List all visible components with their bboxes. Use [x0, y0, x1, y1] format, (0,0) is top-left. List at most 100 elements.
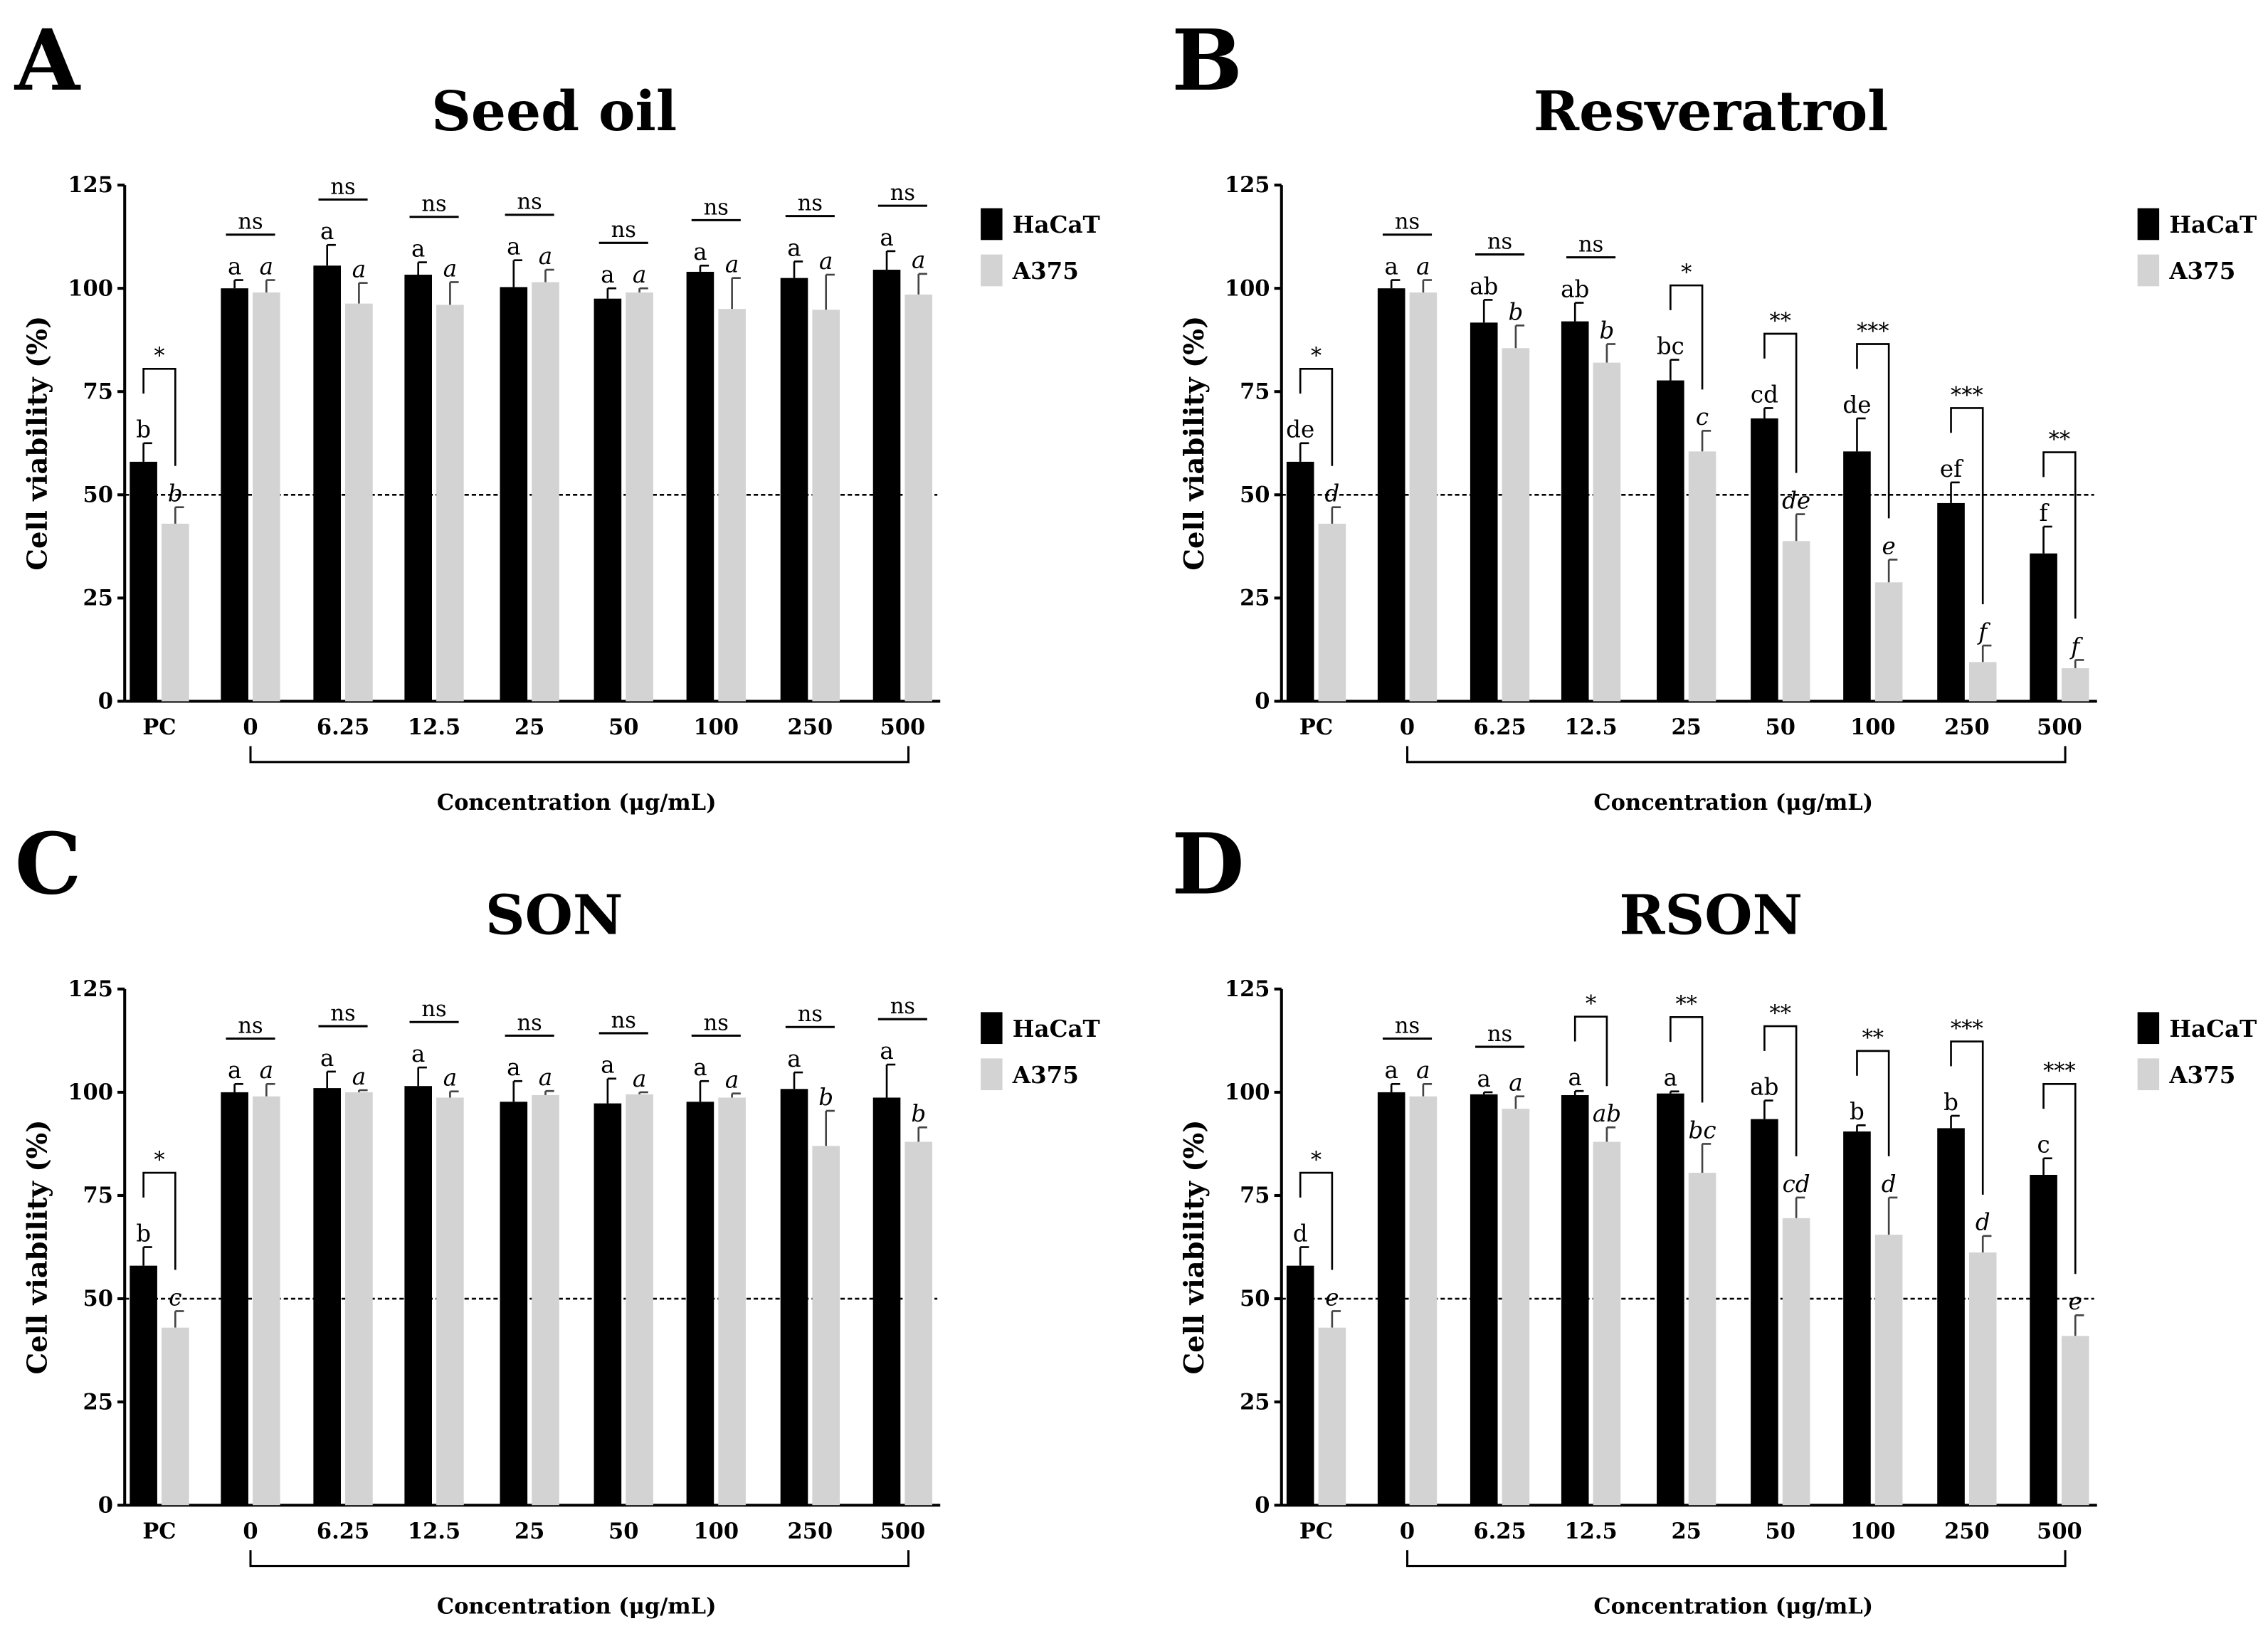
legend-label: A375	[2168, 1061, 2235, 1089]
bar-a375	[2061, 1336, 2089, 1506]
group-letter: a	[320, 218, 334, 245]
significance-label: **	[2049, 427, 2070, 452]
bar-a375	[904, 294, 933, 702]
legend-swatch-a375	[981, 1058, 1003, 1091]
bar-a375	[253, 1096, 280, 1506]
group-letter: a	[260, 253, 273, 280]
bar-hacat	[221, 1092, 248, 1506]
x-tick-label: 100	[693, 1519, 739, 1544]
significance-bracket	[1670, 284, 1704, 390]
x-tick-label: 500	[2037, 1519, 2082, 1544]
x-tick-label: 25	[1671, 1519, 1701, 1544]
bar-a375	[1593, 362, 1621, 702]
significance-bracket	[1573, 1015, 1608, 1087]
bar-hacat	[594, 298, 622, 702]
group-letter: a	[880, 224, 893, 251]
x-tick-label: 100	[1850, 1519, 1896, 1544]
bar-a375	[1593, 1141, 1621, 1506]
group-letter: a	[1416, 253, 1430, 280]
bar-hacat	[1561, 321, 1589, 702]
group-letter: a	[1384, 1057, 1398, 1084]
concentration-bracket	[249, 1550, 910, 1568]
significance-label: ns	[890, 994, 915, 1019]
panel-d: D RSON 0 25 50 75 100 125 Cell viability (%) PC 0 6…	[1171, 815, 2257, 1620]
legend-label: A375	[2168, 257, 2235, 285]
x-tick-label: 250	[1944, 1519, 1990, 1544]
legend-label: HaCaT	[1013, 1015, 1100, 1043]
y-tick-label: 25	[1240, 1389, 1270, 1415]
bar-hacat	[1470, 1094, 1498, 1506]
bar-a375	[1409, 292, 1438, 702]
significance-bracket	[1763, 1025, 1798, 1156]
y-tick-label: 100	[1225, 1080, 1270, 1105]
bar-hacat	[1286, 461, 1314, 702]
group-letter: a	[725, 251, 739, 278]
group-letter: a	[539, 1064, 552, 1091]
y-tick-label: 50	[1240, 1286, 1270, 1311]
x-tick-label: PC	[142, 714, 176, 740]
bar-a375	[345, 303, 373, 702]
group-letter: ab	[1750, 1073, 1778, 1100]
group-letter: b	[1943, 1089, 1958, 1116]
significance-label: ***	[1951, 1016, 1983, 1041]
bar-hacat	[1470, 322, 1498, 702]
chart-title: Seed oil	[431, 80, 677, 144]
group-letter: b	[1600, 317, 1615, 344]
x-tick-label: 250	[1944, 714, 1990, 740]
bar-a375	[1502, 1109, 1530, 1506]
x-tick-label: 0	[1400, 714, 1415, 740]
group-letter: b	[168, 480, 183, 507]
panel-label: B	[1171, 11, 1243, 110]
group-letter: d	[1882, 1171, 1897, 1198]
significance-label: *	[1681, 260, 1692, 285]
group-letter: a	[787, 234, 801, 261]
bar-hacat	[1937, 1128, 1965, 1506]
group-letter: ab	[1470, 273, 1498, 300]
group-letter: a	[260, 1057, 273, 1084]
significance-bracket	[1856, 343, 1890, 519]
chart-title: SON	[485, 884, 623, 948]
bar-a375	[626, 292, 653, 702]
significance-label: *	[1311, 344, 1322, 369]
group-letter: a	[633, 1065, 646, 1092]
significance-label: ns	[704, 195, 729, 220]
significance-label: ns	[1578, 233, 1603, 258]
bar-hacat	[1657, 1093, 1684, 1506]
x-axis-label: Concentration (μg/mL)	[1593, 1594, 1873, 1620]
bar-a375	[904, 1141, 933, 1506]
bar-hacat	[404, 275, 433, 702]
legend-label: HaCaT	[1013, 211, 1100, 238]
bar-a375	[1968, 1252, 1997, 1506]
y-tick-label: 75	[1240, 379, 1270, 404]
significance-label: ns	[517, 1010, 542, 1035]
x-tick-label: 100	[1850, 714, 1896, 740]
group-letter: f	[1977, 618, 1990, 645]
bar-a375	[1968, 662, 1997, 702]
y-tick-label: 125	[68, 976, 113, 1002]
x-tick-label: 6.25	[317, 714, 369, 740]
x-axis-label: Concentration (μg/mL)	[437, 1594, 717, 1620]
y-tick-label: 0	[1255, 689, 1270, 714]
group-letter: a	[912, 247, 925, 274]
bar-hacat	[1377, 288, 1405, 702]
x-tick-label: PC	[1299, 1519, 1333, 1544]
y-tick-label: 0	[1255, 1492, 1270, 1518]
group-letter: a	[601, 1052, 614, 1079]
x-tick-label: 12.5	[408, 1519, 460, 1544]
significance-bracket	[1950, 1040, 1984, 1195]
x-tick-label: 25	[515, 1519, 544, 1544]
significance-label: ns	[1395, 1013, 1420, 1038]
group-letter: d	[1976, 1209, 1990, 1236]
y-tick-label: 0	[98, 689, 113, 714]
bar-a375	[812, 1146, 840, 1506]
concentration-bracket	[1406, 746, 2067, 764]
significance-bracket	[1763, 332, 1798, 473]
group-letter: b	[136, 416, 151, 443]
group-letter: a	[352, 1063, 366, 1090]
bar-a375	[162, 523, 189, 702]
group-letter: a	[1384, 253, 1398, 280]
significance-bracket	[1299, 1171, 1334, 1270]
group-letter: b	[136, 1220, 151, 1247]
significance-label: **	[1862, 1026, 1884, 1051]
